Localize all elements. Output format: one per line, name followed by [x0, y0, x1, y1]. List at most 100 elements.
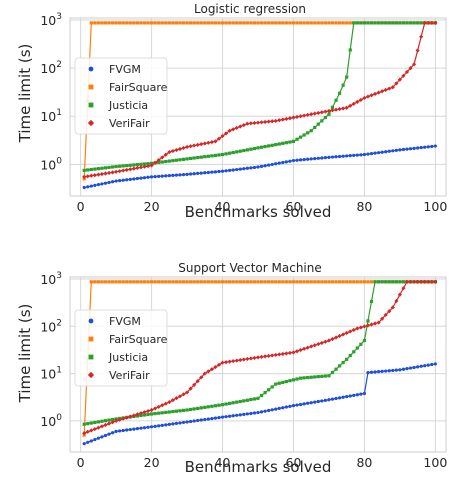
- series-point: [267, 408, 271, 413]
- series-point: [309, 344, 314, 349]
- series-point: [352, 280, 356, 284]
- series-point: [202, 141, 207, 146]
- series-point: [252, 120, 257, 126]
- series-point: [267, 280, 271, 284]
- series-point: [231, 21, 235, 25]
- series-point: [426, 363, 430, 367]
- series-point: [337, 280, 342, 284]
- series-point: [189, 280, 193, 284]
- series-point: [196, 171, 200, 176]
- series-point: [210, 404, 214, 408]
- series-point: [139, 413, 143, 418]
- series-point: [114, 21, 118, 25]
- series-point: [189, 407, 193, 412]
- series-point: [394, 298, 399, 304]
- series-point: [177, 146, 183, 152]
- series-point: [89, 173, 94, 178]
- series-point: [284, 160, 288, 164]
- series-point: [145, 408, 151, 414]
- y-tick-label: 100: [40, 413, 62, 429]
- series-point: [100, 166, 104, 170]
- series-point: [252, 21, 257, 25]
- series-point: [203, 280, 207, 284]
- series-point: [110, 21, 115, 25]
- legend-label: FVGM: [109, 63, 141, 76]
- series-point: [394, 368, 398, 372]
- series-point: [320, 399, 324, 403]
- series-point: [100, 280, 104, 284]
- series-point: [312, 343, 317, 348]
- series-point: [174, 173, 179, 177]
- series-point: [408, 21, 413, 25]
- series-point: [93, 167, 97, 171]
- series-point: [249, 280, 253, 284]
- series-point: [334, 396, 338, 401]
- series-point: [132, 427, 136, 431]
- series-point: [203, 21, 207, 25]
- series-point: [170, 148, 175, 154]
- series-point: [426, 20, 431, 25]
- series-point: [330, 336, 335, 342]
- series-point: [192, 407, 196, 411]
- x-tick-label: 100: [423, 199, 447, 214]
- series-point: [419, 34, 424, 39]
- series-point: [334, 98, 338, 102]
- series-point: [238, 413, 242, 417]
- series-point: [302, 157, 306, 162]
- series-point: [192, 143, 197, 148]
- series-point: [99, 171, 105, 177]
- series-point: [284, 379, 288, 384]
- series-point: [181, 145, 186, 151]
- series-point: [178, 280, 182, 284]
- series-point: [348, 48, 352, 52]
- series-point: [89, 21, 93, 25]
- series-point: [89, 184, 93, 188]
- series-point: [209, 367, 214, 372]
- series-point: [157, 21, 161, 25]
- x-tick-label: 20: [144, 455, 160, 470]
- series-point: [259, 410, 264, 414]
- series-point: [242, 148, 246, 153]
- series-point: [125, 280, 129, 284]
- series-point: [323, 156, 327, 160]
- series-point: [235, 167, 239, 172]
- series-point: [224, 21, 228, 25]
- series-point: [195, 142, 200, 147]
- series-point: [366, 319, 370, 323]
- series-point: [213, 170, 218, 174]
- series-point: [220, 415, 225, 419]
- series-point: [92, 173, 97, 178]
- series-point: [82, 185, 86, 190]
- series-point: [107, 418, 111, 422]
- series-point: [281, 160, 285, 165]
- series-point: [135, 163, 139, 167]
- series-point: [341, 106, 346, 111]
- series-point: [82, 168, 86, 172]
- x-tick-label: 60: [286, 199, 302, 214]
- series-point: [167, 410, 171, 414]
- series-point: [220, 169, 225, 173]
- series-point: [416, 365, 420, 369]
- series-point: [245, 121, 250, 126]
- series-point: [189, 21, 193, 25]
- series-point: [203, 417, 207, 422]
- series-point: [423, 145, 427, 149]
- series-point: [138, 165, 144, 170]
- series-point: [199, 280, 203, 284]
- series-point: [199, 21, 203, 25]
- series-point: [206, 154, 210, 158]
- series-point: [228, 21, 232, 25]
- series-point: [270, 143, 274, 147]
- series-point: [255, 120, 261, 125]
- series-point: [110, 420, 115, 425]
- series-point: [242, 399, 246, 403]
- series-point: [263, 164, 267, 168]
- series-point: [256, 410, 260, 415]
- series-point: [320, 374, 324, 378]
- series-point: [228, 168, 232, 172]
- series-point: [380, 316, 385, 321]
- series-point: [270, 21, 274, 25]
- series-point: [96, 167, 100, 171]
- series-point: [252, 355, 257, 360]
- series-point: [401, 367, 406, 371]
